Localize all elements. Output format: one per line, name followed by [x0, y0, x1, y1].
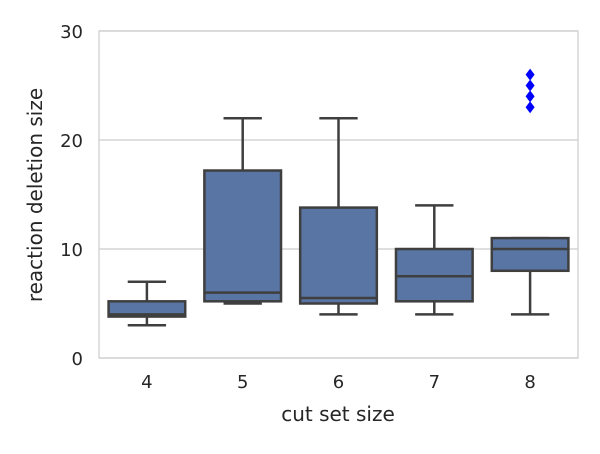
- outlier-point: [525, 68, 535, 81]
- x-axis-label: cut set size: [281, 402, 395, 426]
- outlier-point: [525, 90, 535, 103]
- box-iqr: [107, 300, 187, 318]
- x-tick-label: 5: [237, 372, 248, 393]
- outlier-point: [525, 79, 535, 92]
- y-axis-label: reaction deletion size: [23, 88, 47, 302]
- box-group-7: [394, 204, 474, 316]
- x-tick-label: 6: [333, 372, 344, 393]
- y-tick-label: 10: [60, 240, 83, 261]
- y-tick-label: 20: [60, 131, 83, 152]
- x-tick-label: 7: [429, 372, 440, 393]
- box-iqr: [298, 206, 379, 305]
- box-iqr: [203, 169, 283, 303]
- y-tick-labels: 0 10 20 30: [60, 22, 83, 370]
- x-tick-labels: 4 5 6 7 8: [141, 372, 536, 393]
- y-tick-label: 0: [72, 349, 83, 370]
- box-group-4: [107, 280, 187, 327]
- x-tick-label: 8: [524, 372, 535, 393]
- boxes-group: [107, 68, 570, 327]
- y-tick-label: 30: [60, 22, 83, 43]
- box-iqr: [490, 236, 570, 273]
- x-tick-label: 4: [141, 372, 152, 393]
- box-group-5: [203, 116, 283, 305]
- box-group-8: [490, 68, 570, 316]
- outlier-point: [525, 101, 535, 114]
- plot-frame: [98, 30, 579, 359]
- box-group-6: [298, 116, 379, 316]
